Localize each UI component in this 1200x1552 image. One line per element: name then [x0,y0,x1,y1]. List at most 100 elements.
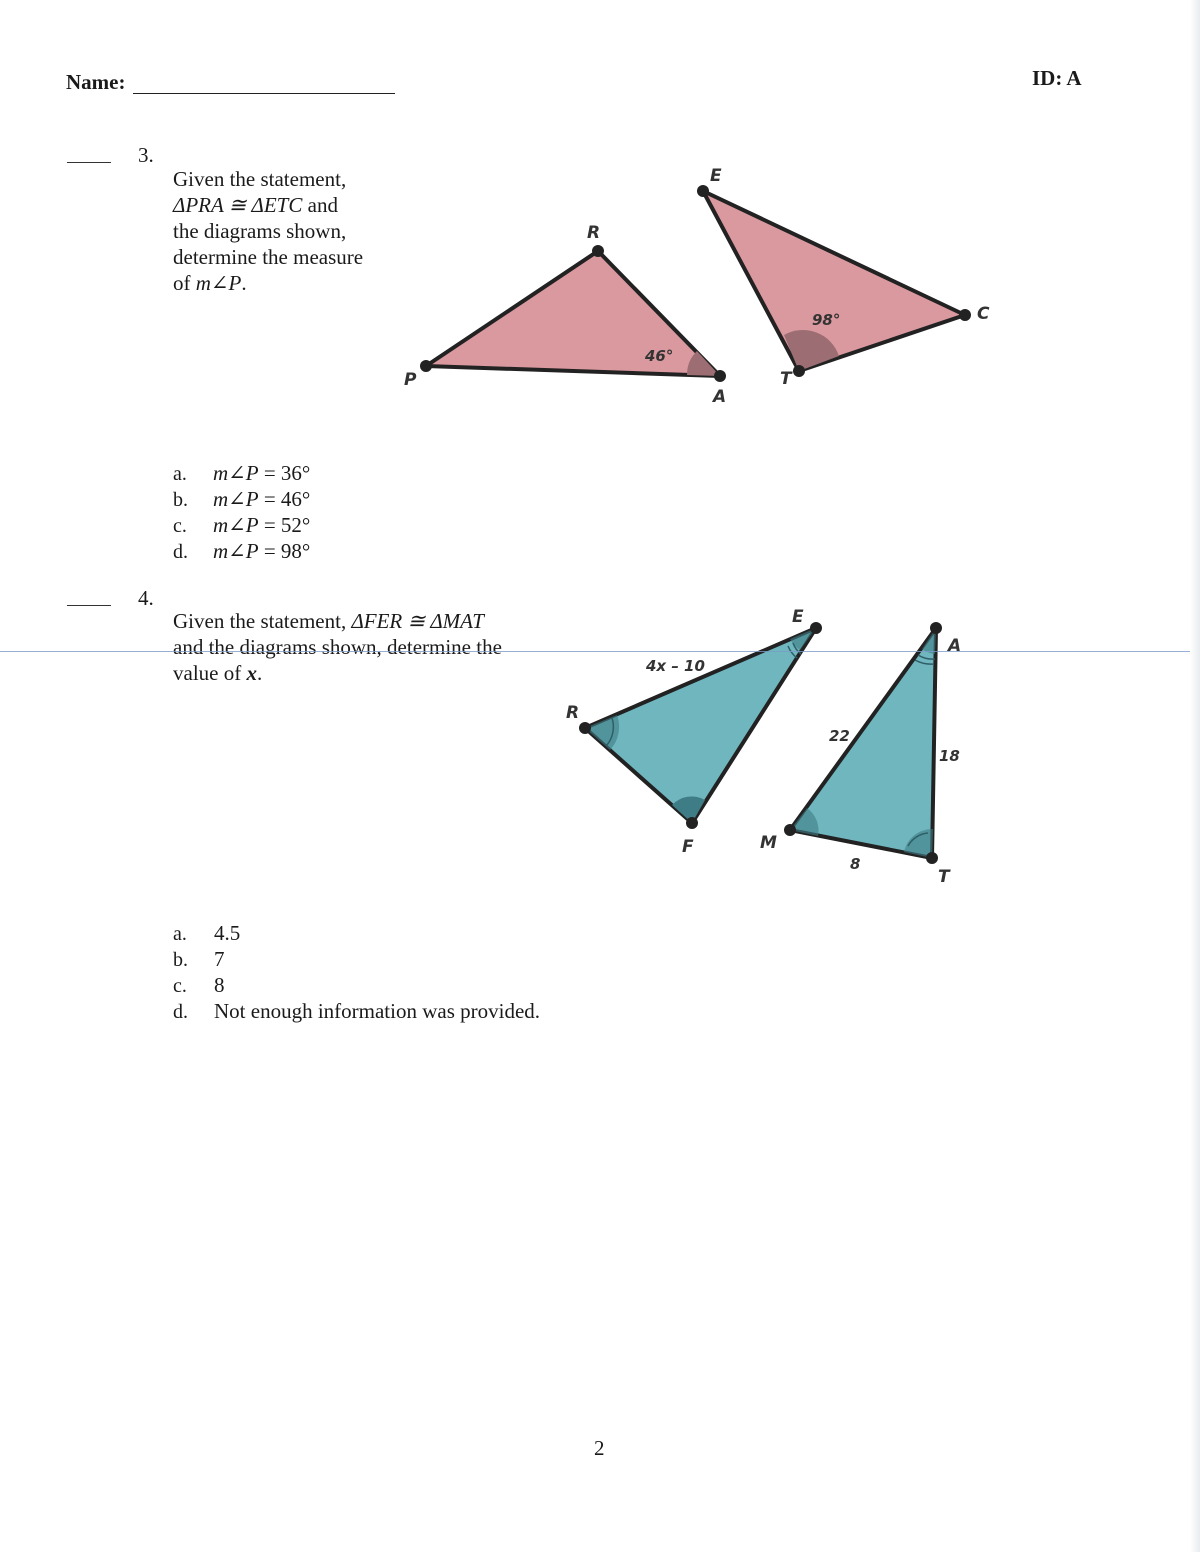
choice-value: = 98° [258,539,311,563]
q4-choices: a. 4.5 b. 7 c. 8 d. Not enough information w… [173,921,540,1025]
vertex-a-dot [714,370,726,382]
choice-letter: d. [173,541,188,563]
label-p: P [404,370,417,390]
q4-choice-b[interactable]: b. 7 [173,947,540,973]
triangle-mat: A M T 22 18 8 [760,622,961,887]
choice-expr: m∠P [213,487,259,511]
triangle-mat-shape [788,626,938,860]
angle-t-value: 98° [812,311,840,329]
q3-congruence: ΔPRA ≅ ΔETC [173,193,303,217]
page-number: 2 [594,1436,605,1460]
label-m: M [760,833,777,853]
label-a: A [711,387,726,407]
angle-a-marker [686,351,720,376]
choice-value: 4.5 [214,921,241,945]
angle-a-value: 46° [644,347,673,365]
triangle-fer: E R F 4x – 10 [566,607,822,857]
q3-choice-d[interactable]: d. m∠P = 98° [173,539,310,565]
label-t: T [780,369,793,389]
angle-t2-arc [907,832,929,847]
side-er-value: 4x – 10 [645,657,705,675]
q4-choice-a[interactable]: a. 4.5 [173,921,540,947]
q3-number: 3. [138,143,154,167]
label-f: F [682,837,694,857]
angle-a2-arc2 [914,659,935,665]
vertex-t-dot [793,365,805,377]
triangle-pra: P R A 46° [404,223,726,407]
q4-line2: and the diagrams shown, determine the [173,635,502,659]
q3-line3: the diagrams shown, [173,219,347,243]
q4-line3: value of x. [173,660,502,686]
q4-choice-d[interactable]: d. Not enough information was provided. [173,999,540,1025]
angle-t-marker [784,329,839,371]
label-r: R [587,223,600,243]
choice-letter: c. [173,975,187,997]
side-at-value: 18 [939,747,960,765]
angle-t2-marker [904,828,933,858]
choice-value: Not enough information was provided. [214,999,541,1023]
label-t2: T [938,867,951,887]
choice-expr: m∠P [213,513,259,537]
angle-a2-arc1 [917,654,936,660]
q3-choice-a[interactable]: a. m∠P = 36° [173,461,310,487]
q3-line5-prefix: of [173,271,196,295]
choice-expr: m∠P [213,461,259,485]
vertex-f-dot [686,817,698,829]
choice-letter: c. [173,515,187,537]
angle-r-marker [585,715,620,750]
choice-letter: d. [173,1001,188,1023]
scan-artifact-line [0,651,1200,652]
choice-letter: b. [173,489,188,511]
triangle-etc: E T C 98° [697,166,990,389]
q3-prompt: Given the statement, ΔPRA ≅ ΔETC and the… [173,166,363,296]
choice-letter: b. [173,949,188,971]
angle-e-marker [790,628,816,650]
q3-congruence-tail: and [307,193,338,217]
choice-value: = 46° [258,487,311,511]
choice-letter: a. [173,463,187,485]
q4-choice-c[interactable]: c. 8 [173,973,540,999]
label-r2: R [566,703,579,723]
choice-value: 8 [214,973,225,997]
angle-r-arc [606,717,615,746]
vertex-r-dot [592,245,604,257]
q3-line5-suffix: . [241,271,247,295]
label-c: C [977,304,990,324]
name-underline [133,93,395,94]
side-ma-value: 22 [829,727,850,745]
angle-e-arc2 [787,645,798,659]
q4-congruence: ΔFER ≅ ΔMAT [351,609,484,633]
q3-choice-c[interactable]: c. m∠P = 52° [173,513,310,539]
choice-letter: a. [173,923,187,945]
q3-choices: a. m∠P = 36° b. m∠P = 46° c. m∠P = 52° d. m∠… [173,461,310,565]
q4-number: 4. [138,586,154,610]
side-mt-value: 8 [850,855,860,873]
q4-prompt: Given the statement, ΔFER ≅ ΔMAT and the… [173,608,502,686]
label-e2: E [792,607,804,627]
q3-choice-b[interactable]: b. m∠P = 46° [173,487,310,513]
page-edge-shadow [1190,0,1200,1552]
q4-answer-blank [67,605,111,606]
vertex-r2-dot [579,722,591,734]
q3-line1: Given the statement, [173,167,347,191]
vertex-m-dot [784,824,796,836]
choice-value: = 52° [258,513,311,537]
q3-line5-expr: m∠P [195,271,242,295]
q4-line3-suffix: . [256,661,263,685]
choice-value: 7 [214,947,225,971]
vertex-e-dot [697,185,709,197]
name-label: Name: [66,70,126,94]
label-e: E [710,166,722,186]
q3-line2: ΔPRA ≅ ΔETC and [173,192,363,218]
angle-f-marker [672,796,705,823]
label-a2: A [946,636,961,656]
triangle-fer-shape [583,626,818,825]
q4-line3-prefix: value of [173,661,247,685]
id-label: ID: A [1032,66,1082,90]
angle-m-marker [790,808,819,836]
q3-line5: of m∠P. [173,270,363,296]
vertex-p-dot [420,360,432,372]
choice-expr: m∠P [213,539,259,563]
q4-line3-var: x [246,661,257,685]
